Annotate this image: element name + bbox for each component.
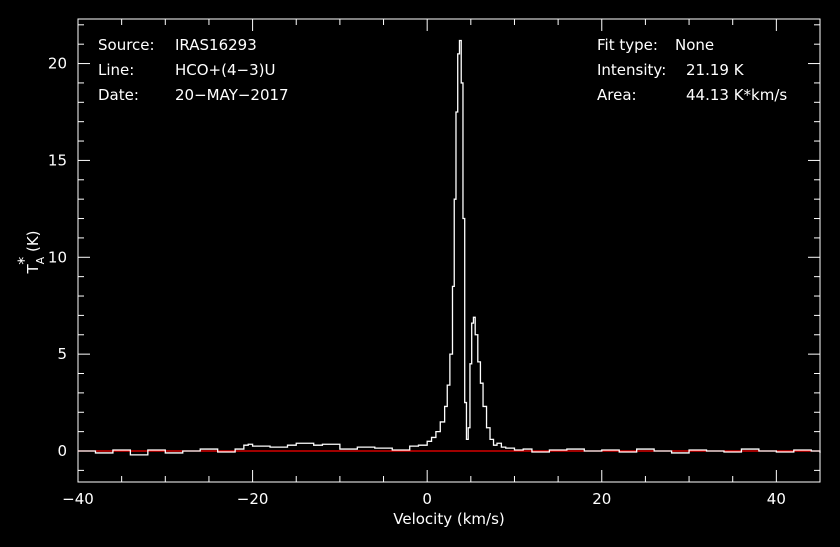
y-axis-title: TA* (K) bbox=[14, 230, 47, 274]
svg-text:TA* (K): TA* (K) bbox=[14, 230, 47, 274]
y-tick-label: 15 bbox=[48, 151, 67, 169]
area-value: 44.13 K*km/s bbox=[686, 86, 787, 104]
area-label: Area: bbox=[597, 86, 637, 104]
y-axis-title-main: T bbox=[24, 264, 42, 275]
y-tick-label: 5 bbox=[57, 345, 67, 363]
y-axis-title-sup: * bbox=[14, 257, 33, 265]
plot-frame bbox=[77, 18, 821, 483]
line-value: HCO+(4−3)U bbox=[175, 61, 275, 79]
fit-type-label: Fit type: bbox=[597, 36, 658, 54]
x-axis-title: Velocity (km/s) bbox=[393, 510, 504, 528]
x-tick-label: 40 bbox=[767, 490, 786, 508]
x-tick-label: 0 bbox=[422, 490, 432, 508]
y-axis-title-unit: (K) bbox=[24, 230, 42, 256]
source-value: IRAS16293 bbox=[175, 36, 257, 54]
y-tick-label: 20 bbox=[48, 55, 67, 73]
x-tick-label: −40 bbox=[62, 490, 94, 508]
fit-type-value: None bbox=[675, 36, 714, 54]
source-label: Source: bbox=[98, 36, 155, 54]
y-tick-label: 10 bbox=[48, 248, 67, 266]
spectrum-line bbox=[78, 39, 821, 456]
date-label: Date: bbox=[98, 86, 139, 104]
x-tick-label: −20 bbox=[237, 490, 269, 508]
axis-ticks bbox=[77, 19, 821, 482]
date-value: 20−MAY−2017 bbox=[175, 86, 289, 104]
intensity-value: 21.19 K bbox=[686, 61, 745, 79]
line-label: Line: bbox=[98, 61, 134, 79]
y-tick-label: 0 bbox=[57, 442, 67, 460]
tick-labels: −40 −20 0 20 40 0 5 10 15 20 bbox=[48, 55, 786, 508]
y-axis-title-sub: A bbox=[34, 256, 47, 264]
x-tick-label: 20 bbox=[592, 490, 611, 508]
intensity-label: Intensity: bbox=[597, 61, 666, 79]
